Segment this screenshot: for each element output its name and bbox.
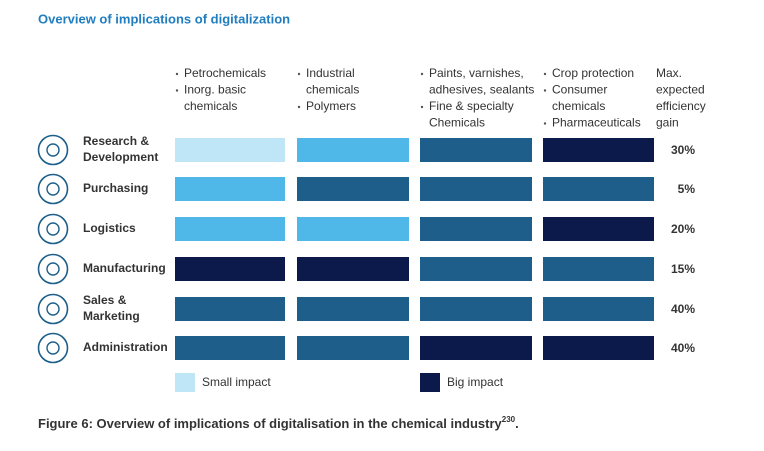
column-header-line: Fine & specialty <box>429 99 514 113</box>
impact-cell <box>420 177 532 201</box>
impact-cell <box>175 297 285 321</box>
row-icon-glyph <box>46 222 60 236</box>
column-header-line: Polymers <box>306 99 356 113</box>
row-icon <box>37 293 69 325</box>
column-header-line: adhesives, sealants <box>429 83 534 97</box>
row-icon <box>37 213 69 245</box>
impact-cell <box>297 177 409 201</box>
impact-cell <box>420 297 532 321</box>
impact-cell <box>543 138 654 162</box>
column-header-line: Petrochemicals <box>184 66 266 80</box>
row-icon-glyph <box>46 302 60 316</box>
gain: 30% <box>671 143 695 157</box>
row-label: Sales & <box>83 293 127 307</box>
row-label: Manufacturing <box>83 261 166 275</box>
column-header-line: Paints, varnishes, <box>429 66 524 80</box>
row-label: Research & <box>83 134 149 148</box>
impact-cell <box>297 217 409 241</box>
column-header-line: Crop protection <box>552 66 634 80</box>
column-header-line: chemicals <box>306 83 359 97</box>
legend-swatch <box>175 373 195 392</box>
impact-cell <box>543 297 654 321</box>
caption-end: . <box>515 416 519 431</box>
impact-cell <box>297 257 409 281</box>
impact-cell <box>175 257 285 281</box>
impact-cell <box>420 257 532 281</box>
impact-cell <box>175 177 285 201</box>
impact-cell <box>420 217 532 241</box>
title: Overview of implications of digitalizati… <box>38 11 290 26</box>
row-label: Development <box>83 150 158 164</box>
impact-cell <box>543 336 654 360</box>
column-header-line: chemicals <box>552 99 605 113</box>
impact-cell <box>543 177 654 201</box>
caption-text: Figure 6: Overview of implications of di… <box>38 416 503 431</box>
gain-header-line: Max. <box>656 66 682 80</box>
gain: 40% <box>671 341 695 355</box>
gain: 15% <box>671 262 695 276</box>
row-icon <box>37 332 69 364</box>
bullet <box>297 72 301 76</box>
row-label: Purchasing <box>83 181 148 195</box>
row-icon-glyph <box>46 182 60 196</box>
bullet <box>420 105 424 109</box>
bullet <box>420 72 424 76</box>
row-label: Administration <box>83 340 168 354</box>
footnote: 230 <box>502 415 516 424</box>
legend-label: Big impact <box>447 375 504 389</box>
impact-cell <box>297 297 409 321</box>
row-icon <box>37 173 69 205</box>
legend-swatch <box>420 373 440 392</box>
bullet <box>543 72 547 76</box>
gain-header-line: gain <box>656 116 679 130</box>
impact-cell <box>175 217 285 241</box>
bullet <box>297 105 301 109</box>
column-header-line: Consumer <box>552 83 607 97</box>
gain: 20% <box>671 222 695 236</box>
bullet <box>543 122 547 125</box>
impact-cell <box>420 336 532 360</box>
impact-cell <box>543 217 654 241</box>
gain: 5% <box>678 182 696 196</box>
column-header-line: chemicals <box>184 99 237 113</box>
row-icon <box>37 253 69 285</box>
bullet <box>175 72 179 76</box>
impact-cell <box>543 257 654 281</box>
row-icon <box>37 134 69 166</box>
caption: Figure 6: Overview of implications of di… <box>38 415 519 431</box>
column-header-line: Chemicals <box>429 116 485 130</box>
column-header-line: Pharmaceuticals <box>552 116 641 130</box>
impact-cell <box>420 138 532 162</box>
column-header-line: Industrial <box>306 66 355 80</box>
impact-cell <box>175 336 285 360</box>
gain-header-line: expected <box>656 83 705 97</box>
impact-cell <box>175 138 285 162</box>
row-icon-glyph <box>46 262 60 276</box>
row-icon-glyph <box>46 143 60 157</box>
row-label: Logistics <box>83 221 136 235</box>
row-label: Marketing <box>83 309 140 323</box>
column-header-line: Inorg. basic <box>184 83 246 97</box>
legend-label: Small impact <box>202 375 271 389</box>
bullet <box>175 89 179 92</box>
impact-cell <box>297 336 409 360</box>
impact-cell <box>297 138 409 162</box>
bullet <box>543 89 547 92</box>
row-icon-glyph <box>46 341 60 355</box>
gain: 40% <box>671 302 695 316</box>
gain-header-line: efficiency <box>656 99 706 113</box>
